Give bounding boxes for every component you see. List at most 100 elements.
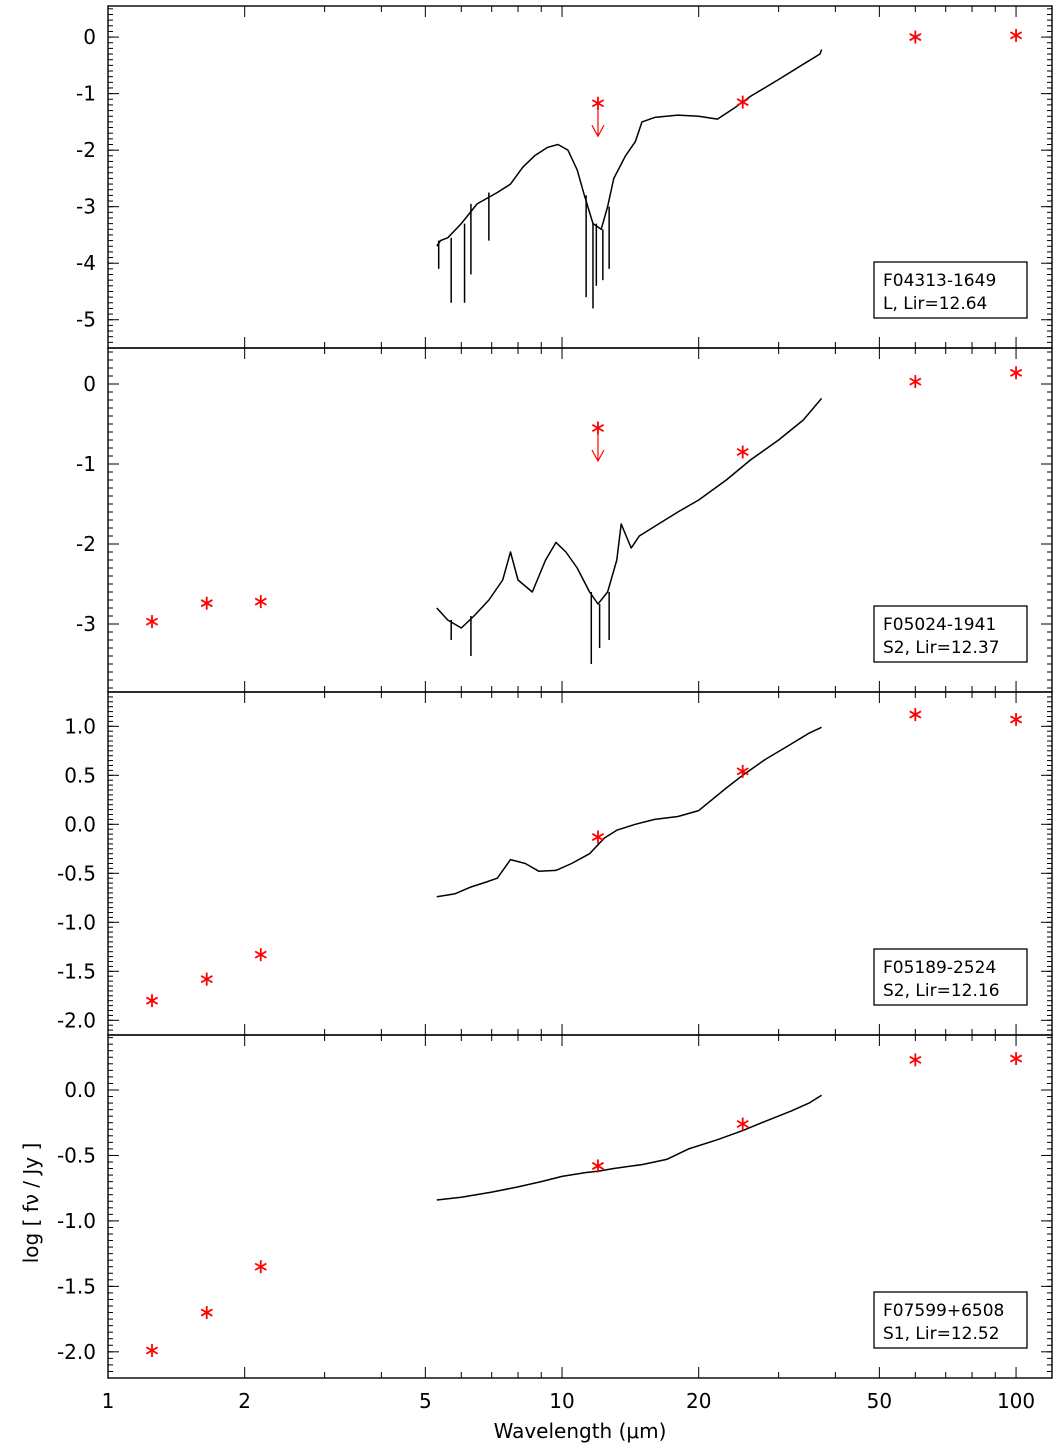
panel-4: 0.0 -0.5 -1.0 -1.5 -2.0 F07599+6508 S1, Lir=12… (57, 1034, 1053, 1379)
photometry-point-stroke (254, 1262, 267, 1271)
source-name: F05189-2524 (883, 958, 996, 978)
photometry-point-stroke (145, 1346, 159, 1355)
photometry-point-stroke (736, 447, 749, 457)
photometry-point-stroke (736, 1119, 749, 1129)
spectrum-line (436, 397, 823, 629)
photometry-point (145, 615, 159, 629)
photometry-point (591, 830, 605, 844)
x-tick-label: 2 (238, 1389, 251, 1413)
y-tick-label: -2 (76, 138, 96, 162)
photometry-point-stroke (200, 1308, 213, 1317)
y-tick-label: 0.5 (64, 763, 96, 787)
y-tick-label: -3 (76, 612, 96, 636)
photometry-point-stroke (736, 98, 749, 107)
photometry-point (200, 596, 213, 610)
source-class: L, Lir=12.64 (883, 294, 987, 314)
spectrum-line (436, 726, 822, 898)
x-tick-label: 100 (997, 1389, 1035, 1413)
photometry-point-stroke (736, 767, 749, 776)
y-tick-label: 0 (83, 372, 96, 396)
x-axis-title: Wavelength (μm) (494, 1419, 667, 1443)
y-tick-label: -1 (76, 452, 96, 476)
source-label-box: F07599+6508 S1, Lir=12.52 (873, 1291, 1028, 1349)
x-tick-label: 1 (102, 1389, 115, 1413)
photometry-point (254, 948, 267, 962)
upper-limit-arrow (591, 434, 605, 463)
photometry-point-stroke (909, 377, 922, 386)
photometry-point (736, 764, 749, 778)
y-tick-label: 0.0 (64, 812, 96, 836)
y-tick-label: -2 (76, 532, 96, 556)
source-class: S2, Lir=12.16 (883, 981, 1000, 1001)
photometry-point-stroke (1009, 1054, 1023, 1063)
photometry-point (736, 1117, 749, 1131)
photometry-point (254, 595, 267, 609)
photometry-point-stroke (200, 599, 213, 608)
photometry-point-stroke (1009, 31, 1023, 40)
y-tick-label: -3 (76, 195, 96, 219)
photometry-point (736, 445, 749, 459)
photometry-point-stroke (254, 597, 267, 606)
y-tick-label: 1.0 (64, 714, 96, 738)
y-tick-label: -1.5 (57, 1274, 96, 1298)
photometry-point (1009, 1052, 1023, 1066)
y-tick-label: -0.5 (57, 861, 96, 885)
y-tick-label: -0.5 (57, 1143, 96, 1167)
photometry-point-stroke (145, 617, 159, 626)
y-tick-label: -1.5 (57, 959, 96, 983)
photometry-point (591, 1159, 605, 1173)
photometry-point (1009, 712, 1023, 726)
photometry-point (909, 1053, 922, 1067)
photometry-point (200, 972, 213, 986)
y-tick-label: -5 (76, 308, 96, 332)
photometry-point (591, 96, 605, 110)
x-tick-label: 5 (419, 1389, 432, 1413)
photometry-point (1009, 366, 1023, 380)
photometry-point (200, 1306, 213, 1320)
panel-2: 0 -1 -2 -3 F05024-1941 S2, Lir=12.37 (76, 347, 1053, 693)
photometry-point-stroke (591, 833, 605, 842)
photometry-point (1009, 28, 1023, 42)
photometry-point (909, 375, 922, 389)
photometry-point (909, 708, 922, 722)
upper-limit-arrow (591, 109, 605, 138)
photometry-point-stroke (591, 99, 605, 108)
source-class: S1, Lir=12.52 (883, 1324, 1000, 1344)
source-label-box: F05189-2524 S2, Lir=12.16 (873, 948, 1028, 1006)
x-axis: 1 2 5 10 20 50 100 (102, 1389, 1036, 1413)
photometry-point-stroke (909, 710, 922, 719)
panel-frame (107, 1034, 1053, 1379)
photometry-point-stroke (200, 975, 213, 984)
photometry-point (909, 30, 922, 44)
photometry-point-stroke (909, 1055, 922, 1064)
source-label-frame (873, 261, 1028, 319)
y-tick-label: -2.0 (57, 1008, 96, 1032)
photometry-point-stroke (1009, 715, 1023, 724)
source-label-frame (873, 948, 1028, 1006)
y-tick-label: 0.0 (64, 1078, 96, 1102)
photometry-point-stroke (591, 1161, 605, 1170)
photometry-point-stroke (1009, 368, 1023, 377)
x-tick-label: 50 (867, 1389, 892, 1413)
source-name: F04313-1649 (883, 271, 996, 291)
y-tick-label: -1 (76, 82, 96, 106)
photometry-point (591, 421, 605, 435)
panels-group: 0 -1 -2 -3 -4 -5 F04313-1649 L, Lir=12.64 0 -1 -2 -… (57, 5, 1053, 1379)
source-name: F05024-1941 (883, 615, 996, 635)
x-tick-label: 10 (549, 1389, 574, 1413)
source-class: S2, Lir=12.37 (883, 638, 1000, 658)
photometry-point (145, 994, 159, 1008)
photometry-point-stroke (909, 33, 922, 42)
source-label-frame (873, 1291, 1028, 1349)
x-tick-label: 20 (686, 1389, 711, 1413)
source-name: F07599+6508 (883, 1301, 1004, 1321)
photometry-point-stroke (254, 950, 267, 959)
y-tick-label: -1.0 (57, 1209, 96, 1233)
photometry-point-stroke (145, 996, 159, 1005)
source-label-box: F04313-1649 L, Lir=12.64 (873, 261, 1028, 319)
photometry-point (254, 1260, 267, 1274)
spectrum-line (436, 49, 823, 247)
photometry-point (736, 95, 749, 109)
y-axis-title: log [ fν / Jy ] (19, 1143, 43, 1264)
